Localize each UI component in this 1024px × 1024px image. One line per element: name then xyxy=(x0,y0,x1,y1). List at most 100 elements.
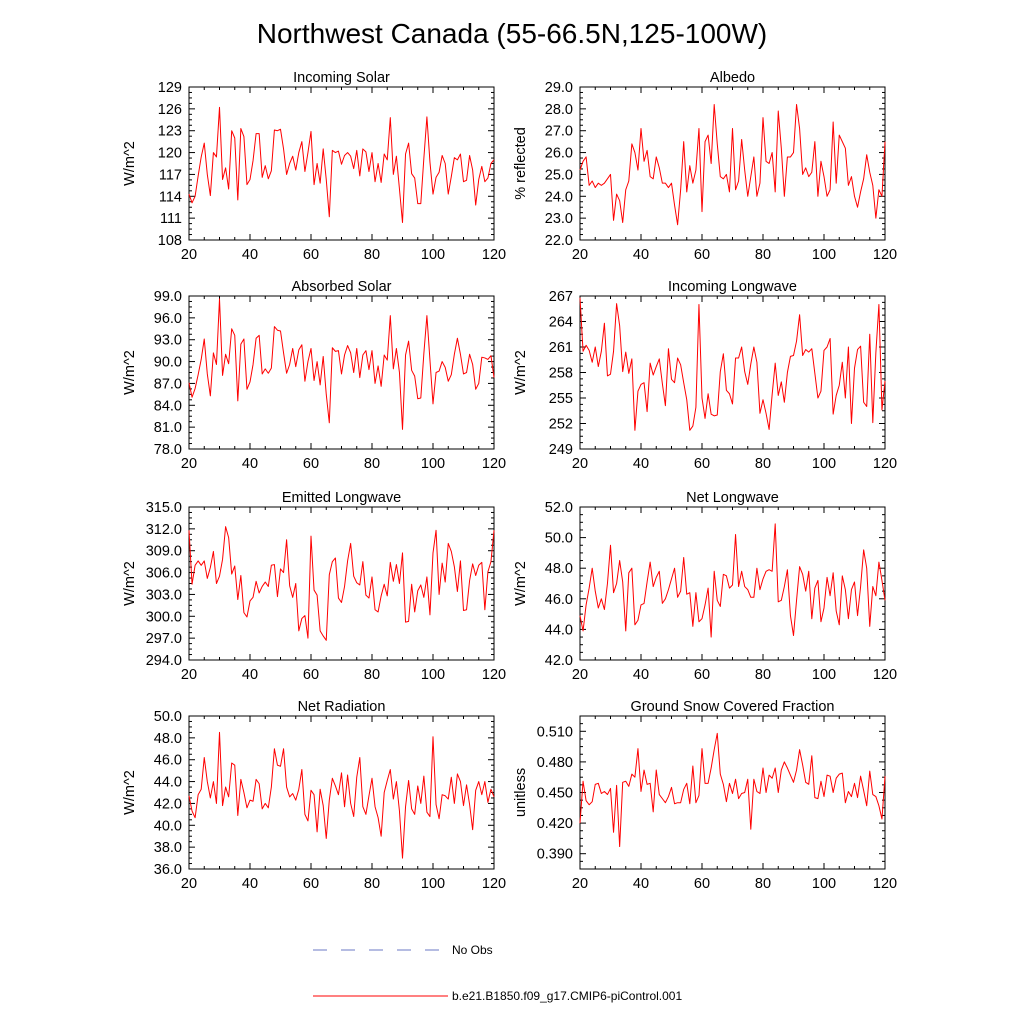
y-tick-label: 258 xyxy=(549,366,573,382)
y-tick-label: 117 xyxy=(159,167,182,183)
legend: No Obs b.e21.B1850.f09_g17.CMIP6-piContr… xyxy=(313,943,682,1003)
y-tick-label: 129 xyxy=(158,80,182,96)
y-tick-label: 48.0 xyxy=(545,561,573,577)
x-tick-label: 40 xyxy=(242,247,258,263)
y-tick-label: 24.0 xyxy=(545,189,573,205)
y-tick-label: 78.0 xyxy=(154,442,182,458)
x-tick-label: 100 xyxy=(812,247,836,263)
y-tick-label: 123 xyxy=(158,124,182,140)
x-tick-label: 20 xyxy=(181,247,197,263)
y-tick-label: 50.0 xyxy=(154,709,182,725)
series-line xyxy=(188,106,495,224)
y-tick-label: 90.0 xyxy=(154,355,182,371)
x-tick-label: 40 xyxy=(633,247,649,263)
x-tick-label: 20 xyxy=(572,876,588,892)
x-tick-label: 60 xyxy=(303,247,319,263)
series-line xyxy=(188,298,495,430)
series-line xyxy=(579,103,886,226)
panel-title: Emitted Longwave xyxy=(282,490,401,506)
y-tick-label: 312.0 xyxy=(146,522,182,538)
y-tick-label: 315.0 xyxy=(146,500,182,516)
y-tick-label: 264 xyxy=(549,315,573,331)
y-tick-label: 81.0 xyxy=(154,420,182,436)
y-tick-label: 22.0 xyxy=(545,233,573,249)
x-tick-label: 100 xyxy=(812,667,836,683)
y-tick-label: 0.480 xyxy=(537,755,573,771)
y-tick-label: 42.0 xyxy=(545,653,573,669)
panel-title: Net Longwave xyxy=(686,490,779,506)
panel-title: Incoming Longwave xyxy=(668,279,797,295)
x-tick-label: 20 xyxy=(181,876,197,892)
legend-label-picontrol: b.e21.B1850.f09_g17.CMIP6-piControl.001 xyxy=(452,989,682,1003)
series-line xyxy=(579,523,886,638)
y-axis-label: W/m^2 xyxy=(122,561,138,606)
x-tick-label: 120 xyxy=(873,876,897,892)
plot-frame xyxy=(579,295,886,450)
y-tick-label: 40.0 xyxy=(154,818,182,834)
x-tick-label: 40 xyxy=(633,667,649,683)
y-axis-label: % reflected xyxy=(513,127,529,200)
x-tick-label: 100 xyxy=(421,456,445,472)
x-tick-label: 80 xyxy=(364,456,380,472)
y-tick-label: 42.0 xyxy=(154,796,182,812)
y-tick-label: 96.0 xyxy=(154,311,182,327)
y-tick-label: 28.0 xyxy=(545,102,573,118)
x-tick-label: 60 xyxy=(303,667,319,683)
figure-title: Northwest Canada (55-66.5N,125-100W) xyxy=(257,18,767,49)
panels-container: Incoming Solar 20 40 60 80 100 120 108 111 114 117… xyxy=(122,70,897,892)
panel-0: Incoming Solar 20 40 60 80 100 120 108 111 114 117… xyxy=(122,70,506,263)
y-tick-label: 267 xyxy=(549,289,573,305)
y-tick-label: 99.0 xyxy=(154,289,182,305)
y-tick-label: 261 xyxy=(549,340,573,356)
x-tick-label: 20 xyxy=(572,247,588,263)
x-tick-label: 120 xyxy=(482,456,506,472)
x-tick-label: 100 xyxy=(421,876,445,892)
y-tick-label: 303.0 xyxy=(146,587,182,603)
x-tick-label: 120 xyxy=(873,247,897,263)
y-tick-label: 36.0 xyxy=(154,862,182,878)
y-tick-label: 306.0 xyxy=(146,566,182,582)
panel-title: Absorbed Solar xyxy=(292,279,392,295)
x-tick-label: 60 xyxy=(694,667,710,683)
panel-7: Ground Snow Covered Fraction 20 40 60 80 100 1… xyxy=(513,699,897,892)
y-axis-label: W/m^2 xyxy=(122,141,138,186)
y-tick-label: 87.0 xyxy=(154,376,182,392)
x-tick-label: 20 xyxy=(181,667,197,683)
x-tick-label: 80 xyxy=(364,876,380,892)
x-tick-label: 60 xyxy=(303,876,319,892)
y-tick-label: 38.0 xyxy=(154,840,182,856)
series-line xyxy=(579,297,886,431)
x-tick-label: 80 xyxy=(755,247,771,263)
y-tick-label: 52.0 xyxy=(545,500,573,516)
legend-label-no-obs: No Obs xyxy=(452,943,493,957)
y-tick-label: 300.0 xyxy=(146,609,182,625)
x-tick-label: 20 xyxy=(181,456,197,472)
series-line xyxy=(188,526,495,641)
x-tick-label: 100 xyxy=(812,876,836,892)
x-tick-label: 20 xyxy=(572,667,588,683)
y-tick-label: 46.0 xyxy=(154,753,182,769)
x-tick-label: 80 xyxy=(755,667,771,683)
y-tick-label: 44.0 xyxy=(154,775,182,791)
y-tick-label: 23.0 xyxy=(545,211,573,227)
y-tick-label: 84.0 xyxy=(154,398,182,414)
y-tick-label: 26.0 xyxy=(545,146,573,162)
y-tick-label: 29.0 xyxy=(545,80,573,96)
x-tick-label: 80 xyxy=(755,456,771,472)
y-tick-label: 114 xyxy=(159,189,182,205)
x-tick-label: 100 xyxy=(421,247,445,263)
y-tick-label: 48.0 xyxy=(154,731,182,747)
series-line xyxy=(579,732,886,848)
panel-3: Incoming Longwave 20 40 60 80 100 120 249 252 255… xyxy=(513,279,897,472)
panel-title: Incoming Solar xyxy=(293,70,390,86)
y-tick-label: 46.0 xyxy=(545,592,573,608)
y-tick-label: 0.420 xyxy=(537,816,573,832)
panel-2: Absorbed Solar 20 40 60 80 100 120 78.0 81.0 84.0… xyxy=(122,279,506,472)
x-tick-label: 100 xyxy=(421,667,445,683)
y-tick-label: 309.0 xyxy=(146,544,182,560)
y-tick-label: 50.0 xyxy=(545,531,573,547)
plot-frame xyxy=(188,715,495,870)
y-tick-label: 44.0 xyxy=(545,622,573,638)
panel-4: Emitted Longwave 20 40 60 80 100 120 294.0 297.0… xyxy=(122,490,506,683)
